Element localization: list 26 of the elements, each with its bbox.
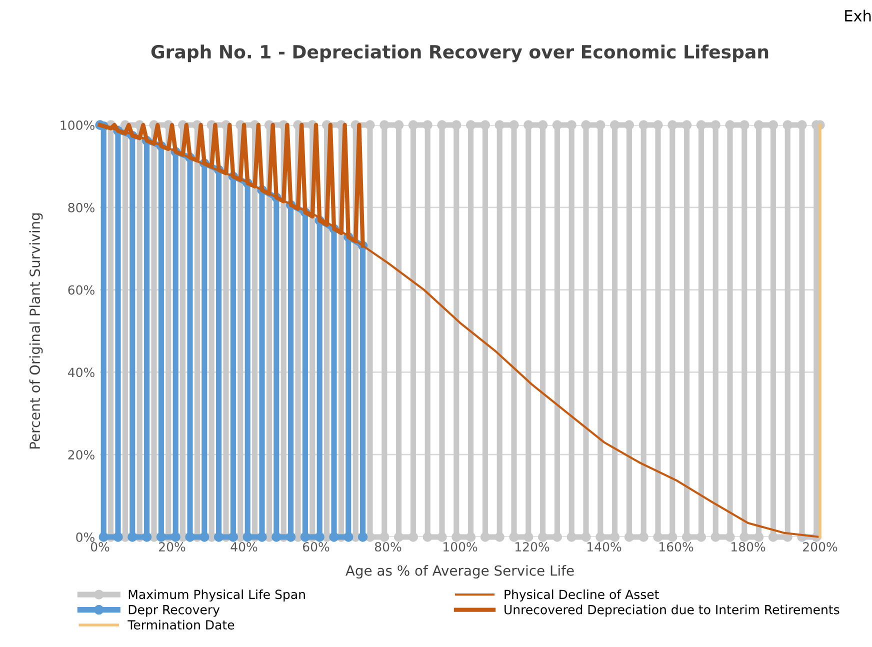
y-tick-label: 60% <box>68 285 94 295</box>
text: Exh <box>845 10 871 22</box>
x-tick-label: 120% <box>516 542 550 552</box>
y-tick-label: 100% <box>60 120 94 130</box>
x-tick-label: 60% <box>302 542 330 552</box>
x-axis-title: Age as % of Average Service Life <box>346 565 574 579</box>
x-tick-label: 180% <box>732 542 766 552</box>
legend-label: Maximum Physical Life Span <box>128 589 305 602</box>
y-tick-label: 0% <box>76 532 94 542</box>
legend-label: Physical Decline of Asset <box>504 589 659 602</box>
y-tick-label: 40% <box>68 368 94 378</box>
x-tick-label: 100% <box>444 542 478 552</box>
x-tick-label: 140% <box>588 542 622 552</box>
legend-label: Depr Recovery <box>128 605 220 617</box>
x-tick-label: 20% <box>159 542 186 552</box>
x-tick-label: 160% <box>660 542 694 552</box>
x-tick-label: 0% <box>90 542 110 552</box>
x-tick-label: 80% <box>374 542 402 552</box>
y-tick-label: 20% <box>68 450 94 460</box>
legend-label: Unrecovered Depreciation due to Interim Retirements <box>504 604 840 617</box>
legend-label: Termination Date <box>128 620 234 630</box>
x-tick-label: 200% <box>803 542 838 552</box>
x-tick-label: 40% <box>230 542 258 552</box>
y-tick-label: 80% <box>68 202 94 212</box>
y-axis-title: Percent of Original Plant Surviving <box>29 213 43 449</box>
chart-title: Graph No. 1 - Depreciation Recovery over Economic Lifespan <box>151 44 768 62</box>
